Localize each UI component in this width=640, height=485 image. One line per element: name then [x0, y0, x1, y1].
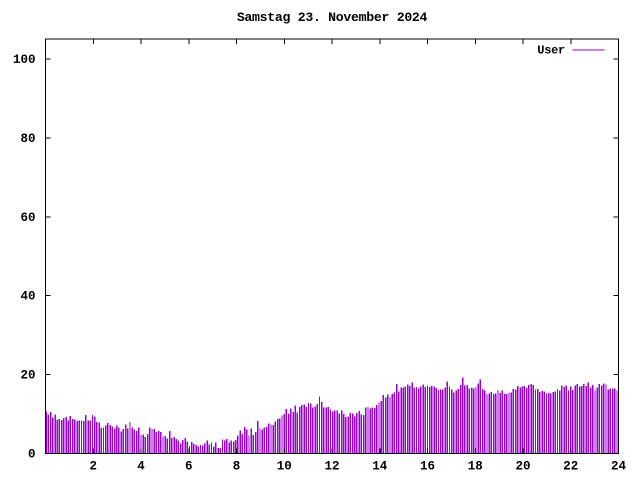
svg-text:10: 10: [277, 460, 292, 474]
svg-text:20: 20: [20, 369, 35, 383]
svg-text:0: 0: [28, 448, 36, 462]
svg-text:20: 20: [515, 460, 530, 474]
svg-text:18: 18: [468, 460, 483, 474]
svg-text:12: 12: [324, 460, 339, 474]
svg-text:100: 100: [13, 53, 36, 67]
svg-text:4: 4: [137, 460, 145, 474]
svg-text:16: 16: [420, 460, 435, 474]
svg-text:40: 40: [20, 290, 35, 304]
svg-text:User: User: [537, 44, 565, 58]
svg-text:24: 24: [611, 460, 627, 474]
svg-text:6: 6: [185, 460, 193, 474]
svg-text:2: 2: [89, 460, 97, 474]
svg-text:Samstag 23. November 2024: Samstag 23. November 2024: [237, 10, 428, 25]
svg-text:22: 22: [563, 460, 578, 474]
svg-text:60: 60: [20, 211, 35, 225]
svg-text:14: 14: [372, 460, 388, 474]
svg-text:80: 80: [20, 132, 35, 146]
svg-text:8: 8: [233, 460, 241, 474]
